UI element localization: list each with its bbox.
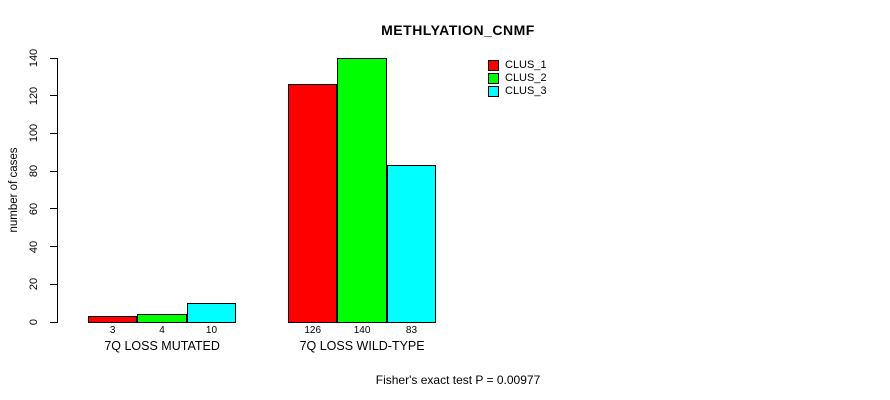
y-tick-label: 20 [28, 278, 40, 291]
y-axis-line [57, 58, 58, 323]
y-tick-label: 40 [28, 240, 40, 253]
y-tick-label: 140 [28, 48, 40, 68]
y-tick-label: 60 [28, 202, 40, 215]
y-tick [50, 246, 58, 248]
y-tick [50, 208, 58, 210]
bar-value-label: 83 [405, 325, 418, 336]
y-tick-label: 0 [28, 318, 40, 326]
legend-label: CLUS_2 [505, 72, 547, 84]
y-tick [50, 321, 58, 323]
y-tick-label: 80 [28, 165, 40, 178]
bar-CLUS_2 [337, 58, 387, 323]
legend-swatch-icon [488, 86, 499, 97]
annotation-caption: Fisher's exact test P = 0.00977 [375, 373, 541, 387]
bar-CLUS_1 [288, 84, 338, 323]
legend-label: CLUS_1 [505, 59, 547, 71]
y-tick [50, 170, 58, 172]
bar-value-label: 140 [353, 325, 371, 336]
y-tick [50, 95, 58, 97]
y-axis-label: number of cases [8, 147, 20, 233]
category-label: 7Q LOSS WILD-TYPE [299, 339, 425, 353]
y-tick [50, 132, 58, 134]
bar-CLUS_1 [88, 316, 138, 323]
legend-swatch-icon [488, 60, 499, 71]
y-tick-label: 100 [28, 124, 40, 143]
bar-value-label: 4 [159, 325, 165, 336]
legend: CLUS_1 CLUS_2 CLUS_3 [488, 59, 547, 98]
legend-item-CLUS_3: CLUS_3 [488, 85, 547, 98]
legend-label: CLUS_3 [505, 85, 547, 97]
bar-value-label: 3 [109, 325, 116, 336]
legend-item-CLUS_1: CLUS_1 [488, 59, 547, 72]
bar-value-label: 126 [304, 325, 322, 336]
legend-swatch-icon [488, 73, 499, 84]
bar-CLUS_3 [386, 165, 437, 323]
bar-value-label: 10 [205, 325, 218, 336]
bar-CLUS_3 [186, 303, 237, 323]
y-tick-label: 120 [28, 86, 40, 105]
bar-CLUS_2 [137, 314, 187, 323]
chart-title: METHLYATION_CNMF [381, 22, 535, 38]
category-label: 7Q LOSS MUTATED [104, 339, 220, 353]
y-tick [50, 283, 58, 285]
legend-item-CLUS_2: CLUS_2 [488, 72, 547, 85]
y-tick [50, 57, 58, 59]
